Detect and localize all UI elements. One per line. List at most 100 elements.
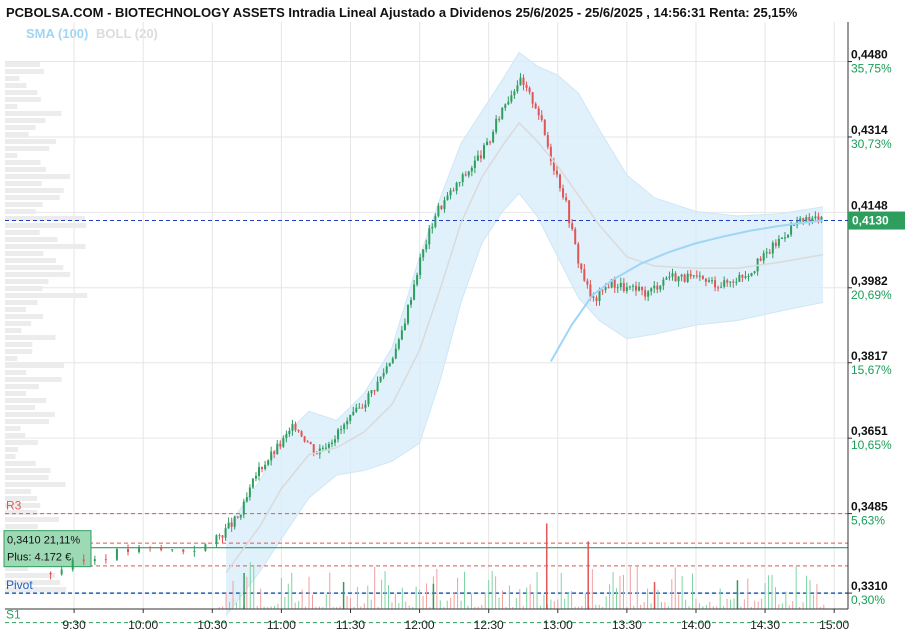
candle-body xyxy=(461,174,464,183)
volume-profile-bar xyxy=(5,356,18,361)
volume-profile-bar xyxy=(5,335,56,340)
candle-body xyxy=(227,522,230,529)
volume-profile-bar xyxy=(5,62,40,67)
volume-profile-bar xyxy=(5,272,70,277)
volume-profile-bar xyxy=(5,468,51,473)
legend-sma[interactable]: SMA (100) xyxy=(26,26,89,41)
x-tick-label: 13:00 xyxy=(543,618,573,632)
candle-body xyxy=(251,478,254,488)
y-tick-price: 0,4148 xyxy=(851,198,888,212)
candle-body xyxy=(406,304,409,324)
candle-body xyxy=(662,279,665,286)
candle-body xyxy=(601,289,604,291)
bollinger-band xyxy=(225,51,824,617)
y-tick-price: 0,3651 xyxy=(851,424,888,438)
candle-body xyxy=(476,155,479,161)
candle-body xyxy=(793,224,796,226)
candle-body xyxy=(218,535,221,537)
candle-body xyxy=(343,424,346,430)
volume-profile-bar xyxy=(5,482,66,487)
candle-body xyxy=(714,280,717,288)
volume-profile-bar xyxy=(5,454,16,459)
candle-body xyxy=(385,366,388,373)
volume-profile-bar xyxy=(5,258,57,263)
volume-profile-bar xyxy=(5,125,36,130)
candle-body xyxy=(738,274,741,282)
candle-body xyxy=(397,339,400,349)
candle-body xyxy=(558,174,561,189)
volume-profile-bar xyxy=(5,440,38,445)
volume-profile-bar xyxy=(5,111,62,116)
volume-profile-bar xyxy=(5,496,38,501)
candle-body xyxy=(403,323,406,331)
volume-profile-bar xyxy=(5,153,18,158)
candle-body xyxy=(285,434,288,439)
axes xyxy=(5,22,849,610)
candle-body xyxy=(452,190,455,192)
volume-profile-bar xyxy=(5,195,60,200)
candle-body xyxy=(768,252,771,254)
x-tick-label: 10:00 xyxy=(128,618,158,632)
candle-body xyxy=(790,224,793,235)
candle-body xyxy=(288,430,291,435)
volume-profile-bar xyxy=(5,69,44,74)
volume-profile-bar xyxy=(5,237,58,242)
candle-body xyxy=(692,275,695,277)
candle-body xyxy=(297,429,300,432)
level-label-s1: S1 xyxy=(6,608,21,622)
candle-body xyxy=(595,297,598,301)
candle-body xyxy=(126,548,129,553)
candle-body xyxy=(355,407,358,412)
volume-profile-bar xyxy=(5,321,32,326)
volume-profile-bar xyxy=(5,209,36,214)
x-tick-label: 10:30 xyxy=(197,618,227,632)
volume-profile-bar xyxy=(5,223,87,228)
candle-body xyxy=(780,237,783,239)
candle-body xyxy=(513,91,516,96)
candle-body xyxy=(413,284,416,300)
volume-profile-bar xyxy=(5,139,56,144)
volume-profile-bar xyxy=(5,265,64,270)
candle-body xyxy=(519,77,522,86)
volume-profile-bar xyxy=(5,580,61,585)
legend-boll[interactable]: BOLL (20) xyxy=(96,26,158,41)
candle-body xyxy=(104,559,107,561)
candle-body xyxy=(762,253,765,261)
candle-body xyxy=(267,460,270,465)
candle-body xyxy=(735,281,738,283)
candle-body xyxy=(230,522,233,527)
candle-body xyxy=(574,229,577,244)
candle-body xyxy=(814,216,817,219)
candle-body xyxy=(82,559,85,562)
volume-profile-bar xyxy=(5,419,49,424)
candle-body xyxy=(811,218,814,221)
candle-body xyxy=(747,276,750,278)
candle-body xyxy=(592,296,595,298)
candle-body xyxy=(422,249,425,258)
chart-title: PCBOLSA.COM - BIOTECHNOLOGY ASSETS Intra… xyxy=(6,5,798,20)
candle-body xyxy=(656,285,659,290)
candle-body xyxy=(686,273,689,282)
candle-body xyxy=(695,275,698,277)
y-tick-price: 0,3485 xyxy=(851,500,888,514)
volume-profile-bar xyxy=(5,104,18,109)
sma-line xyxy=(550,219,824,362)
y-tick-price: 0,3817 xyxy=(851,349,888,363)
candle-body xyxy=(440,205,443,209)
candle-body xyxy=(382,372,385,377)
volume-profile-bar xyxy=(5,188,64,193)
candle-body xyxy=(510,95,513,102)
candle-body xyxy=(425,244,428,250)
volume-profile-bar xyxy=(5,405,36,410)
candle-body xyxy=(580,263,583,270)
candle-body xyxy=(531,92,534,104)
candle-body xyxy=(346,420,349,425)
candle-body xyxy=(171,549,174,551)
y-tick-pct: 20,69% xyxy=(851,288,892,302)
candle-body xyxy=(665,277,668,280)
volume-profile-bar xyxy=(5,342,33,347)
volume-profile-bar xyxy=(5,181,42,186)
candle-body xyxy=(543,119,546,136)
candle-body xyxy=(549,146,552,161)
